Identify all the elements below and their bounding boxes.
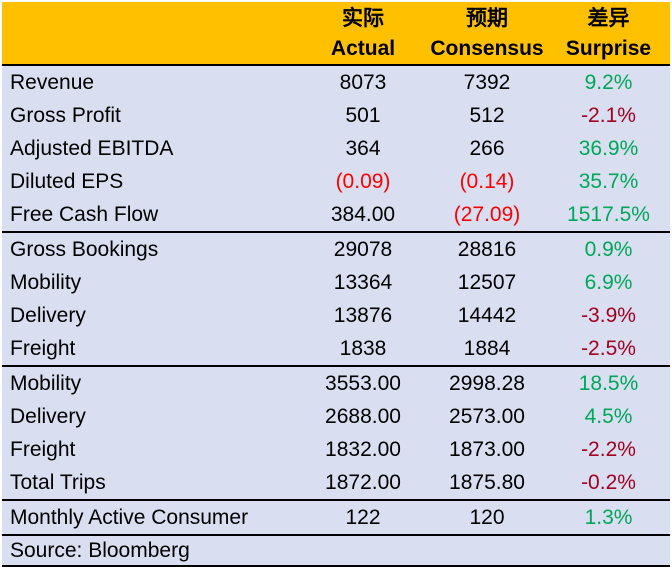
surprise-cell: 0.9% [547,231,670,266]
consensus-cell: 14442 [427,299,547,332]
actual-cell: 1838 [299,332,427,366]
surprise-cell: -0.2% [547,466,670,500]
actual-cell: 384.00 [299,198,427,232]
table-row: Freight 1838 1884 -2.5% [2,332,670,366]
consensus-cell: (0.14) [427,165,547,198]
surprise-cell: -2.2% [547,433,670,466]
header-actual-en: Actual [330,37,396,60]
consensus-cell: 2573.00 [427,400,547,433]
header-surprise: 差异 Surprise [547,2,670,66]
actual-cell: 8073 [299,65,427,99]
actual-cell: (0.09) [299,165,427,198]
row-label: Mobility [2,266,299,299]
row-label: Total Trips [2,466,299,500]
header-surprise-en: Surprise [565,37,652,60]
actual-cell: 122 [299,499,427,535]
row-label: Gross Profit [2,99,299,132]
actual-cell: 1872.00 [299,466,427,500]
row-label: Freight [2,433,299,466]
table-row: Gross Profit 501 512 -2.1% [2,99,670,132]
consensus-cell: 28816 [427,231,547,266]
row-label: Delivery [2,400,299,433]
row-label: Gross Bookings [2,231,299,266]
table-row: Revenue 8073 7392 9.2% [2,65,670,99]
table-row: Diluted EPS (0.09) (0.14) 35.7% [2,165,670,198]
consensus-cell: 1875.80 [427,466,547,500]
header-consensus: 预期 Consensus [427,2,547,66]
row-label: Revenue [2,65,299,99]
header-consensus-cn: 预期 [466,7,508,30]
actual-cell: 29078 [299,231,427,266]
table-row: Delivery 2688.00 2573.00 4.5% [2,400,670,433]
row-label: Diluted EPS [2,165,299,198]
surprise-cell: 4.5% [547,400,670,433]
consensus-cell: 1884 [427,332,547,366]
surprise-cell: 1.3% [547,499,670,535]
actual-cell: 501 [299,99,427,132]
consensus-cell: 1873.00 [427,433,547,466]
source-row: Source: Bloomberg [2,534,670,567]
header-actual: 实际 Actual [299,2,427,66]
surprise-cell: 18.5% [547,365,670,400]
row-label: Monthly Active Consumer [2,499,299,535]
surprise-cell: 6.9% [547,266,670,299]
actual-cell: 13364 [299,266,427,299]
table-footer: Source: Bloomberg [2,534,670,567]
header-actual-cn: 实际 [342,7,384,30]
row-label: Adjusted EBITDA [2,132,299,165]
table-row: Monthly Active Consumer 122 120 1.3% [2,499,670,535]
consensus-cell: 12507 [427,266,547,299]
table-row: Free Cash Flow 384.00 (27.09) 1517.5% [2,198,670,232]
header-row: 实际 Actual 预期 Consensus 差异 Surprise [2,2,670,66]
table-row: Total Trips 1872.00 1875.80 -0.2% [2,466,670,500]
header-consensus-en: Consensus [430,37,544,60]
table-row: Adjusted EBITDA 364 266 36.9% [2,132,670,165]
table-body: Revenue 8073 7392 9.2% Gross Profit 501 512 -2.… [2,65,670,535]
table-row: Mobility 3553.00 2998.28 18.5% [2,365,670,400]
table-row: Gross Bookings 29078 28816 0.9% [2,231,670,266]
surprise-cell: -2.5% [547,332,670,366]
row-label: Free Cash Flow [2,198,299,232]
table-row: Freight 1832.00 1873.00 -2.2% [2,433,670,466]
table-row: Delivery 13876 14442 -3.9% [2,299,670,332]
consensus-cell: 120 [427,499,547,535]
header-surprise-cn: 差异 [587,7,630,30]
consensus-cell: 2998.28 [427,365,547,400]
consensus-cell: 266 [427,132,547,165]
row-label: Delivery [2,299,299,332]
table-header: 实际 Actual 预期 Consensus 差异 Surprise [2,2,670,66]
actual-cell: 13876 [299,299,427,332]
surprise-cell: -2.1% [547,99,670,132]
row-label: Freight [2,332,299,366]
surprise-cell: 1517.5% [547,198,670,232]
source-note: Source: Bloomberg [2,534,670,567]
surprise-cell: 35.7% [547,165,670,198]
surprise-cell: 36.9% [547,132,670,165]
table-row: Mobility 13364 12507 6.9% [2,266,670,299]
actual-cell: 364 [299,132,427,165]
header-metric-column [2,2,299,66]
consensus-cell: 7392 [427,65,547,99]
actual-cell: 2688.00 [299,400,427,433]
surprise-cell: 9.2% [547,65,670,99]
surprise-cell: -3.9% [547,299,670,332]
consensus-cell: 512 [427,99,547,132]
actual-cell: 1832.00 [299,433,427,466]
actual-cell: 3553.00 [299,365,427,400]
consensus-cell: (27.09) [427,198,547,232]
row-label: Mobility [2,365,299,400]
